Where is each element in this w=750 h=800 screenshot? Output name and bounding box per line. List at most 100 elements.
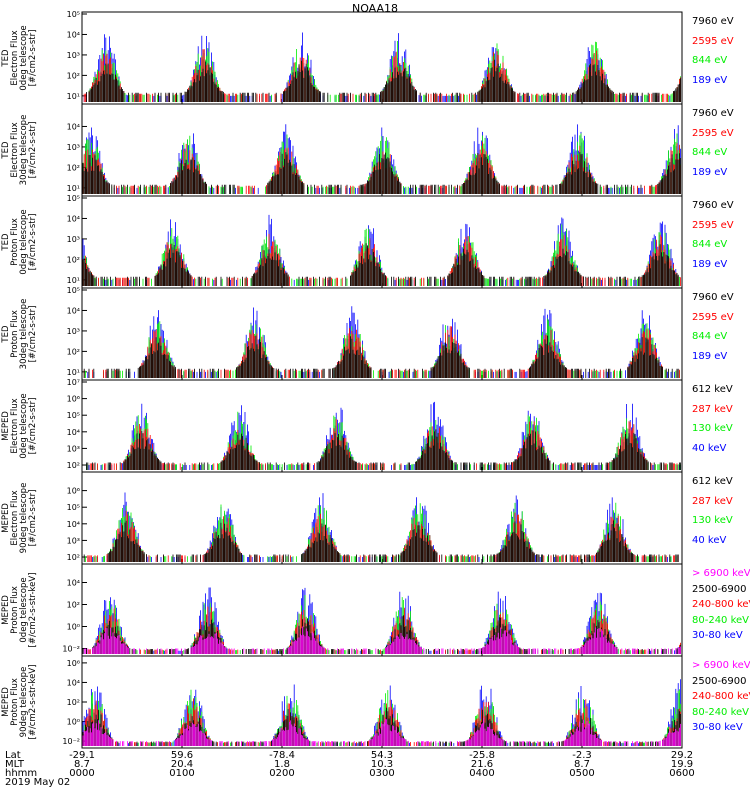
y-axis-label: TED Electron Flux 30deg telescope [#/cm2-s-…: [1, 108, 38, 192]
y-tick-label: 10⁴: [67, 428, 80, 437]
legend-entry: 7960 eV: [692, 16, 734, 27]
y-tick-label: 10¹: [67, 184, 80, 193]
footer-hhmm: 0500: [569, 768, 595, 779]
y-axis-label: TED Electron Flux 0deg telescope [#/cm2-s-s…: [1, 16, 38, 100]
y-tick-label: 10⁴: [67, 520, 80, 529]
flux-trace-0: [87, 306, 675, 378]
y-tick-label: 10⁵: [67, 503, 80, 512]
legend-entry: > 6900 keV: [692, 568, 750, 579]
flux-trace-4: [83, 626, 681, 654]
y-axis-label-line: [#/cm2-s-str-keV]: [28, 664, 38, 740]
y-tick-label: 10⁵: [67, 10, 80, 19]
y-axis-label-line: [#/cm2-s-str]: [28, 121, 38, 179]
footer-hhmm: 0100: [169, 768, 195, 779]
y-tick-label: 10²: [67, 461, 80, 470]
legend-entry: 189 eV: [692, 166, 728, 178]
y-tick-label: 10⁵: [67, 194, 80, 203]
legend-entry: 240-800 keV: [692, 691, 750, 703]
footer-lat: -25.8: [469, 750, 495, 761]
legend-entry: 7960 eV: [692, 292, 734, 303]
legend-entry: 2595 eV: [692, 127, 734, 139]
footer-mlt: 8.7: [574, 759, 590, 770]
footer-mlt: 10.3: [370, 759, 394, 770]
legend-entry: 612 keV: [692, 384, 733, 395]
flux-trace-3: [82, 152, 681, 194]
legend-entry: 2595 eV: [692, 219, 734, 231]
flux-traces: [82, 679, 681, 746]
y-tick-label: 10⁴: [67, 214, 80, 223]
flux-traces: [82, 124, 681, 194]
flux-trace-2: [87, 510, 679, 562]
footer-lat: -29.1: [69, 750, 95, 761]
y-axis-label: MEPED Proton Flux 0deg telescope [#/cm2-s-s…: [1, 568, 38, 652]
legend-entry: 80-240 keV: [692, 614, 750, 626]
y-tick-label: 10⁶: [67, 487, 80, 496]
y-tick-label: 10²: [67, 163, 80, 172]
flux-traces: [83, 492, 679, 562]
footer-hhmm: 0400: [469, 768, 495, 779]
y-tick-label: 10⁶: [67, 395, 80, 404]
legend-entry: 287 keV: [692, 495, 733, 507]
footer-hhmm: 0300: [369, 768, 395, 779]
y-axis-label-line: [#/cm2-s-str]: [28, 397, 38, 455]
y-axis-label: MEPED Proton Flux 90deg telescope [#/cm2-s-…: [1, 660, 38, 744]
flux-trace-3: [86, 59, 681, 102]
legend-entry: 2500-6900: [692, 583, 747, 595]
y-tick-label: 10⁴: [67, 306, 80, 315]
y-tick-label: 10³: [67, 235, 80, 244]
flux-trace-1: [82, 224, 680, 286]
y-axis-label: MEPED Electron Flux 90deg telescope [#/cm2-…: [1, 476, 38, 560]
y-tick-label: 10⁴: [67, 122, 80, 131]
flux-trace-3: [82, 243, 679, 286]
y-axis-label-line: [#/cm2-s-str]: [28, 489, 38, 547]
legend-entry: 287 keV: [692, 403, 733, 415]
y-tick-label: 10⁻²: [62, 737, 80, 746]
legend-entry: 40 keV: [692, 534, 727, 546]
legend-entry: 189 eV: [692, 74, 728, 86]
legend-entry: 189 eV: [692, 350, 728, 362]
flux-trace-0: [86, 401, 681, 470]
y-tick-label: 10¹: [67, 92, 80, 101]
legend-entry: 130 keV: [692, 515, 733, 526]
y-tick-label: 10³: [67, 536, 80, 545]
y-axis-label: MEPED Electron Flux 0deg telescope [#/cm2-s…: [1, 384, 38, 468]
flux-trace-3: [83, 520, 679, 562]
footer-mlt: 1.8: [274, 759, 290, 770]
footer-lat: 54.3: [370, 750, 394, 761]
legend-entry: > 6900 keV: [692, 660, 750, 671]
footer-lat: -78.4: [269, 750, 295, 761]
legend-entry: 612 keV: [692, 476, 733, 487]
y-tick-label: 10³: [67, 143, 80, 152]
footer-mlt: 8.7: [74, 759, 90, 770]
y-tick-label: 10²: [67, 553, 80, 562]
flux-traces: [86, 401, 681, 470]
y-tick-label: 10⁰: [67, 718, 80, 727]
y-tick-label: 10²: [67, 347, 80, 356]
footer-hhmm: 0600: [669, 768, 695, 779]
legend-entry: 80-240 keV: [692, 706, 750, 718]
y-tick-label: 10³: [67, 444, 80, 453]
y-tick-label: 10²: [67, 601, 80, 610]
footer-mlt: 21.6: [470, 759, 494, 770]
footer-lat: 59.6: [170, 750, 194, 761]
y-axis-label-line: [#/cm2-s-str]: [28, 213, 38, 271]
legend-entry: 30-80 keV: [692, 722, 743, 734]
flux-trace-3: [83, 335, 679, 378]
legend-entry: 844 eV: [692, 147, 728, 158]
y-tick-label: 10⁴: [67, 678, 80, 687]
y-axis-label: TED Proton Flux 30deg telescope [#/cm2-s-st…: [1, 292, 38, 376]
legend-entry: 844 eV: [692, 239, 728, 250]
flux-traces: [83, 32, 681, 102]
legend-entry: 240-800 keV: [692, 599, 750, 611]
footer-lat: 29.2: [670, 750, 694, 761]
flux-trace-4: [82, 718, 681, 746]
y-axis-label: TED Proton Flux 0deg telescope [#/cm2-s-str…: [1, 200, 38, 284]
y-tick-label: 10²: [67, 255, 80, 264]
y-tick-label: 10⁴: [67, 30, 80, 39]
y-tick-label: 10⁷: [67, 378, 80, 387]
y-tick-label: 10⁰: [67, 623, 80, 632]
y-tick-label: 10⁴: [67, 579, 80, 588]
footer-mlt: 19.9: [670, 759, 694, 770]
flux-traces: [82, 587, 681, 654]
footer-row-label: hhmm: [5, 768, 38, 779]
